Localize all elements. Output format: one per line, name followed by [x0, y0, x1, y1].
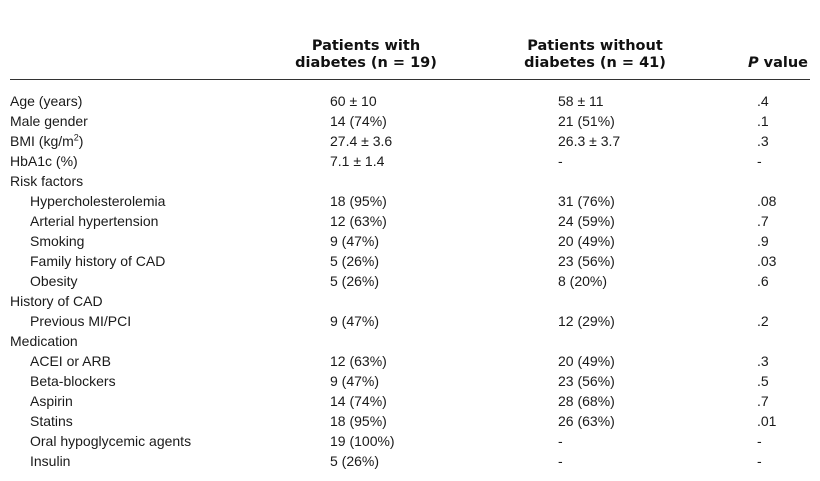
- row-label: Age (years): [10, 93, 83, 109]
- cell-p-value: .2: [757, 313, 769, 329]
- cell-p-value: .6: [757, 273, 769, 289]
- header-rule: [10, 79, 810, 80]
- cell-p-value: -: [757, 433, 762, 449]
- cell-no-diabetes: 23 (56%): [558, 253, 615, 269]
- cell-p-value: .3: [757, 133, 769, 149]
- table-row: Hypercholesterolemia 18 (95%) 31 (76%) .08: [0, 191, 820, 211]
- row-label: Obesity: [30, 273, 78, 289]
- column-header-diabetes-line1: Patients with: [311, 38, 421, 54]
- row-label: Previous MI/PCI: [30, 313, 132, 329]
- cell-no-diabetes: 20 (49%): [558, 353, 615, 369]
- table-row: Male gender 14 (74%) 21 (51%) .1: [0, 111, 820, 131]
- table-row: Family history of CAD 5 (26%) 23 (56%) .03: [0, 251, 820, 271]
- cell-diabetes: 5 (26%): [330, 453, 380, 469]
- column-header-no-diabetes-line2: diabetes (n = 41): [524, 55, 666, 71]
- row-label: Medication: [10, 333, 78, 349]
- table-row: Aspirin 14 (74%) 28 (68%) .7: [0, 391, 820, 411]
- cell-diabetes: 18 (95%): [330, 193, 387, 209]
- column-header-p-italic: P: [747, 55, 759, 71]
- cell-diabetes: 7.1 ± 1.4: [330, 153, 385, 169]
- table-row: BMI (kg/m2) 27.4 ± 3.6 26.3 ± 3.7 .3: [0, 131, 820, 151]
- cell-diabetes: 14 (74%): [330, 113, 387, 129]
- row-label: Aspirin: [30, 393, 73, 409]
- table-row: Previous MI/PCI 9 (47%) 12 (29%) .2: [0, 311, 820, 331]
- table-row: Insulin 5 (26%) - -: [0, 451, 820, 471]
- column-header-p-rest: value: [758, 55, 808, 71]
- row-label: Male gender: [10, 113, 88, 129]
- table-row: Beta-blockers 9 (47%) 23 (56%) .5: [0, 371, 820, 391]
- column-header-no-diabetes: Patients without diabetes (n = 41): [505, 38, 685, 72]
- cell-no-diabetes: 31 (76%): [558, 193, 615, 209]
- cell-no-diabetes: 26 (63%): [558, 413, 615, 429]
- row-label: ACEI or ARB: [30, 353, 111, 369]
- cell-diabetes: 12 (63%): [330, 213, 387, 229]
- row-label: Hypercholesterolemia: [30, 193, 166, 209]
- table-row: Arterial hypertension 12 (63%) 24 (59%) .7: [0, 211, 820, 231]
- cell-p-value: .08: [757, 193, 777, 209]
- cell-no-diabetes: 28 (68%): [558, 393, 615, 409]
- row-label: Arterial hypertension: [30, 213, 159, 229]
- cell-p-value: .03: [757, 253, 777, 269]
- cell-diabetes: 5 (26%): [330, 273, 380, 289]
- cell-diabetes: 12 (63%): [330, 353, 387, 369]
- cell-no-diabetes: 23 (56%): [558, 373, 615, 389]
- table-row: Smoking 9 (47%) 20 (49%) .9: [0, 231, 820, 251]
- cell-diabetes: 9 (47%): [330, 233, 380, 249]
- column-header-diabetes-line2: diabetes (n = 19): [295, 55, 437, 71]
- cell-no-diabetes: -: [558, 453, 563, 469]
- column-header-diabetes: Patients with diabetes (n = 19): [286, 38, 446, 72]
- row-label: HbA1c (%): [10, 153, 78, 169]
- cell-diabetes: 9 (47%): [330, 313, 380, 329]
- row-label: Smoking: [30, 233, 85, 249]
- cell-diabetes: 19 (100%): [330, 433, 395, 449]
- cell-diabetes: 9 (47%): [330, 373, 380, 389]
- row-label: Beta-blockers: [30, 373, 116, 389]
- cell-no-diabetes: 8 (20%): [558, 273, 608, 289]
- cell-p-value: .3: [757, 353, 769, 369]
- table-row: Oral hypoglycemic agents 19 (100%) - -: [0, 431, 820, 451]
- cell-p-value: .9: [757, 233, 769, 249]
- table-row: Risk factors: [0, 171, 820, 191]
- cell-diabetes: 5 (26%): [330, 253, 380, 269]
- cell-p-value: .1: [757, 113, 769, 129]
- cell-no-diabetes: 12 (29%): [558, 313, 615, 329]
- row-label: BMI (kg/m2): [10, 132, 84, 149]
- cell-diabetes: 18 (95%): [330, 413, 387, 429]
- table-row: Obesity 5 (26%) 8 (20%) .6: [0, 271, 820, 291]
- row-label: Statins: [30, 413, 73, 429]
- cell-no-diabetes: -: [558, 433, 563, 449]
- table-row: History of CAD: [0, 291, 820, 311]
- cell-diabetes: 27.4 ± 3.6: [330, 133, 393, 149]
- row-label: History of CAD: [10, 293, 103, 309]
- cell-p-value: .7: [757, 393, 769, 409]
- row-label: Insulin: [30, 453, 71, 469]
- table-row: Medication: [0, 331, 820, 351]
- cell-no-diabetes: -: [558, 153, 563, 169]
- table-row: Statins 18 (95%) 26 (63%) .01: [0, 411, 820, 431]
- cell-p-value: .5: [757, 373, 769, 389]
- cell-p-value: -: [757, 453, 762, 469]
- cell-no-diabetes: 58 ± 11: [558, 93, 604, 109]
- cell-p-value: .7: [757, 213, 769, 229]
- row-label-suffix: ): [78, 133, 84, 149]
- table-row: Age (years) 60 ± 10 58 ± 11 .4: [0, 91, 820, 111]
- cell-p-value: .01: [757, 413, 777, 429]
- cell-diabetes: 60 ± 10: [330, 93, 377, 109]
- cell-no-diabetes: 26.3 ± 3.7: [558, 133, 621, 149]
- cell-p-value: .4: [757, 93, 769, 109]
- cell-no-diabetes: 20 (49%): [558, 233, 615, 249]
- column-header-p-value: P value: [748, 55, 808, 72]
- row-label: Risk factors: [10, 173, 84, 189]
- cell-p-value: -: [757, 153, 762, 169]
- table-row: HbA1c (%) 7.1 ± 1.4 - -: [0, 151, 820, 171]
- table-row: ACEI or ARB 12 (63%) 20 (49%) .3: [0, 351, 820, 371]
- row-label: Family history of CAD: [30, 253, 166, 269]
- row-label-superscript: 2: [73, 132, 79, 143]
- column-header-no-diabetes-line1: Patients without: [527, 38, 663, 54]
- cell-no-diabetes: 24 (59%): [558, 213, 615, 229]
- cell-diabetes: 14 (74%): [330, 393, 387, 409]
- cell-no-diabetes: 21 (51%): [558, 113, 615, 129]
- row-label: Oral hypoglycemic agents: [30, 433, 192, 449]
